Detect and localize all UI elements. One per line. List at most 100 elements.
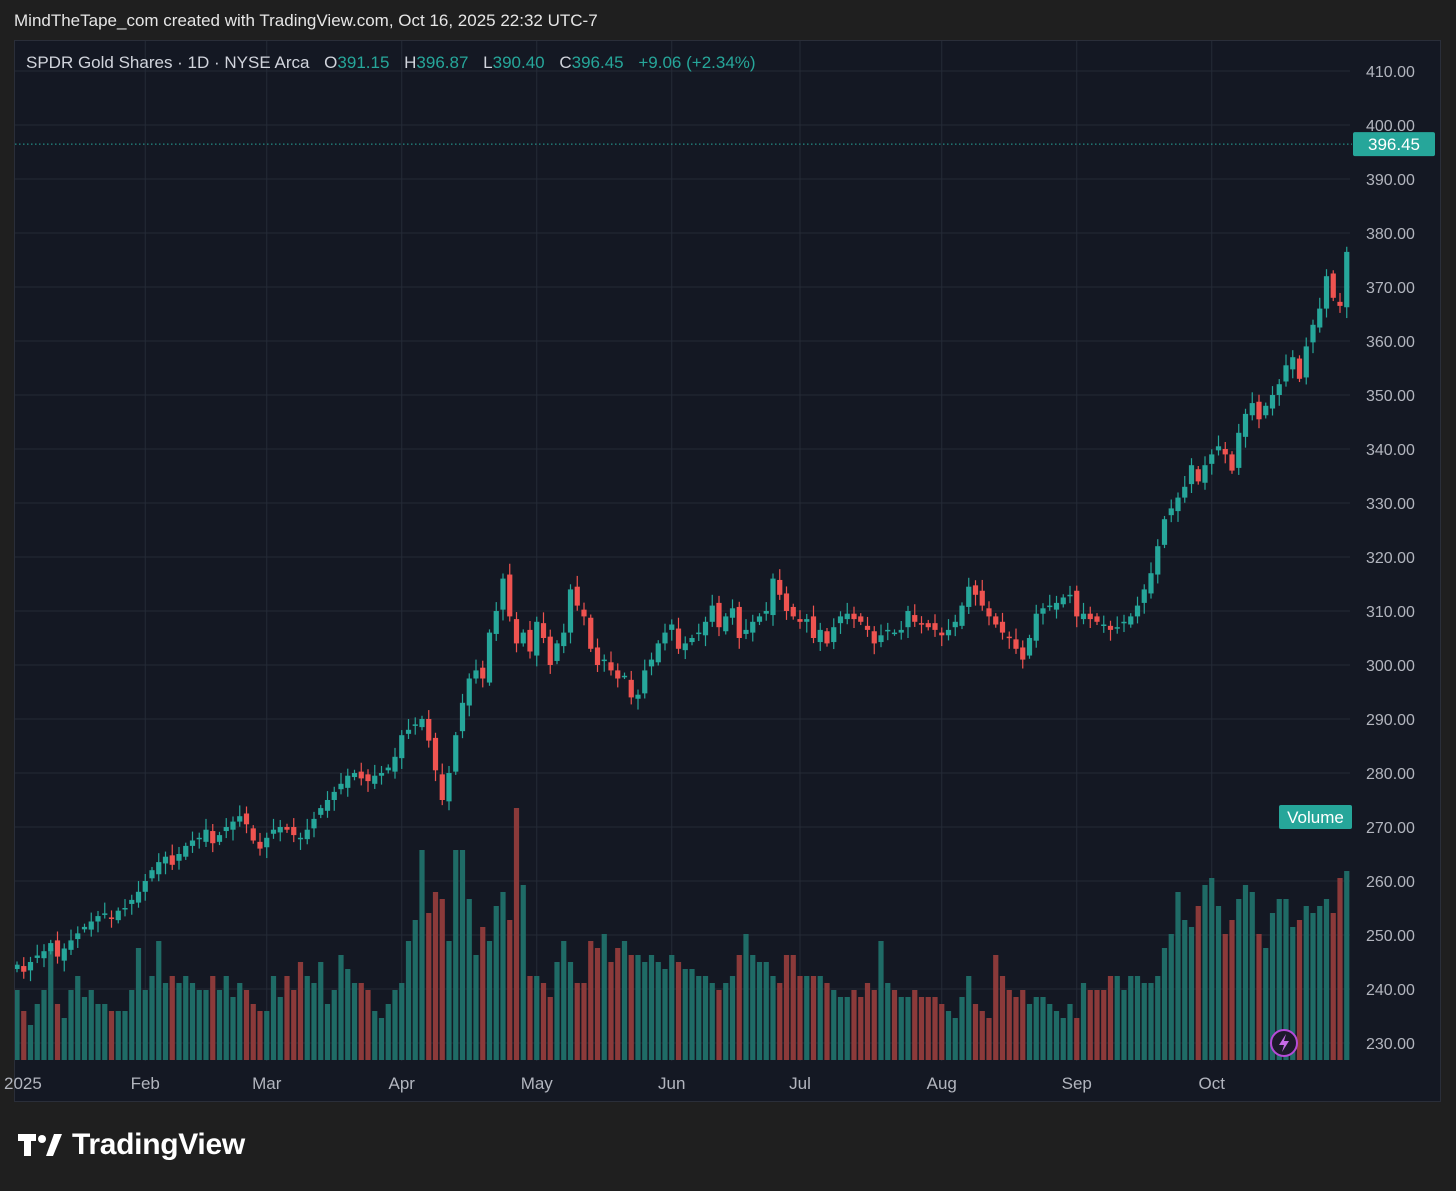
volume-bar (473, 955, 479, 1060)
candle-body (601, 659, 607, 662)
candle-body (837, 616, 844, 624)
volume-badge (1279, 805, 1352, 829)
candle-body (858, 616, 864, 622)
candle-body (885, 629, 891, 632)
volume-bar (682, 969, 688, 1060)
y-tick-label: 300.00 (1366, 658, 1415, 675)
candle-body (810, 616, 817, 638)
volume-bar (743, 934, 749, 1060)
candle-body (1256, 401, 1262, 420)
candle-body (48, 943, 54, 952)
candle-body (75, 933, 81, 940)
volume-bar (419, 850, 425, 1060)
volume-bar (932, 997, 938, 1060)
candle-body (34, 955, 40, 958)
candle-body (446, 773, 452, 802)
volume-bar (108, 1011, 115, 1060)
candle-body (918, 623, 925, 625)
candle-body (1026, 638, 1033, 656)
volume-bar (939, 1004, 945, 1060)
candle-body (21, 966, 27, 972)
y-tick-label: 310.00 (1366, 604, 1415, 621)
candle-body (230, 821, 236, 830)
volume-bar (709, 983, 715, 1060)
volume-bar (844, 997, 850, 1060)
volume-bar (210, 976, 216, 1060)
x-tick-label: Mar (252, 1074, 282, 1093)
candle-body (783, 593, 790, 611)
tradingview-logo-icon (18, 1134, 62, 1156)
volume-bar (372, 1011, 378, 1060)
volume-bar (1101, 990, 1107, 1060)
candle-body (1229, 454, 1235, 471)
candle-body (129, 899, 135, 904)
volume-bar (500, 892, 506, 1060)
candle-body (554, 643, 560, 661)
candle-body (891, 632, 898, 635)
candle-body (68, 940, 74, 950)
volume-bar (986, 1018, 992, 1060)
volume-bar (446, 941, 452, 1060)
candle-body (486, 632, 493, 683)
close-value: 396.45 (571, 53, 624, 72)
candle-body (1128, 616, 1134, 625)
candle-body (1215, 446, 1222, 451)
candle-body (588, 617, 594, 649)
volume-bar (851, 990, 857, 1060)
volume-bar (689, 969, 695, 1060)
volume-bar (648, 955, 655, 1060)
volume-bar (696, 976, 702, 1060)
volume-bar (547, 997, 553, 1060)
volume-bar (1195, 906, 1201, 1060)
y-tick-label: 290.00 (1366, 712, 1415, 729)
volume-bar (27, 1025, 34, 1060)
candle-body (979, 590, 985, 606)
volume-bar (75, 976, 81, 1060)
volume-bar (324, 1004, 331, 1060)
volume-bar (993, 955, 999, 1060)
y-tick-label: 230.00 (1366, 1036, 1415, 1053)
volume-bar (601, 934, 607, 1060)
candle-body (237, 816, 243, 822)
volume-bar (1020, 990, 1026, 1060)
close-label: C (559, 53, 572, 72)
volume-bar (1060, 1018, 1066, 1060)
y-tick-label: 380.00 (1366, 226, 1415, 243)
volume-bar (304, 976, 310, 1060)
volume-bar (453, 850, 459, 1060)
last-price-badge-text: 396.45 (1368, 135, 1420, 154)
candle-body (567, 589, 574, 633)
volume-bar (1358, 864, 1363, 1060)
volume-bar (945, 1011, 952, 1060)
volume-bar (1310, 913, 1316, 1060)
volume-bar (412, 920, 418, 1060)
volume-bar (351, 983, 358, 1060)
volume-bar (912, 990, 918, 1060)
candle-body (378, 773, 385, 776)
candle-body (1290, 357, 1296, 370)
volume-bar (1047, 1004, 1053, 1060)
volume-bar (459, 850, 466, 1060)
candle-body (216, 835, 223, 842)
candle-body (81, 926, 88, 930)
candle-body (716, 602, 722, 628)
volume-bar (54, 1004, 61, 1060)
lightning-icon[interactable] (1270, 1029, 1298, 1057)
volume-bar (567, 962, 574, 1060)
y-tick-label: 270.00 (1366, 820, 1415, 837)
volume-bar (540, 983, 547, 1060)
tradingview-logo[interactable]: TradingView (18, 1128, 245, 1162)
candle-body (122, 908, 128, 910)
candle-body (297, 837, 304, 840)
candle-body (635, 694, 641, 699)
last-price-badge (1353, 132, 1435, 157)
candle-body (1182, 486, 1188, 498)
volume-bar (628, 955, 634, 1060)
volume-bar (1182, 920, 1188, 1060)
x-tick-label: May (521, 1074, 554, 1093)
candle-body (527, 629, 533, 652)
candle-body (669, 624, 675, 630)
volume-bar (1074, 1018, 1080, 1060)
volume-bar (979, 1011, 985, 1060)
